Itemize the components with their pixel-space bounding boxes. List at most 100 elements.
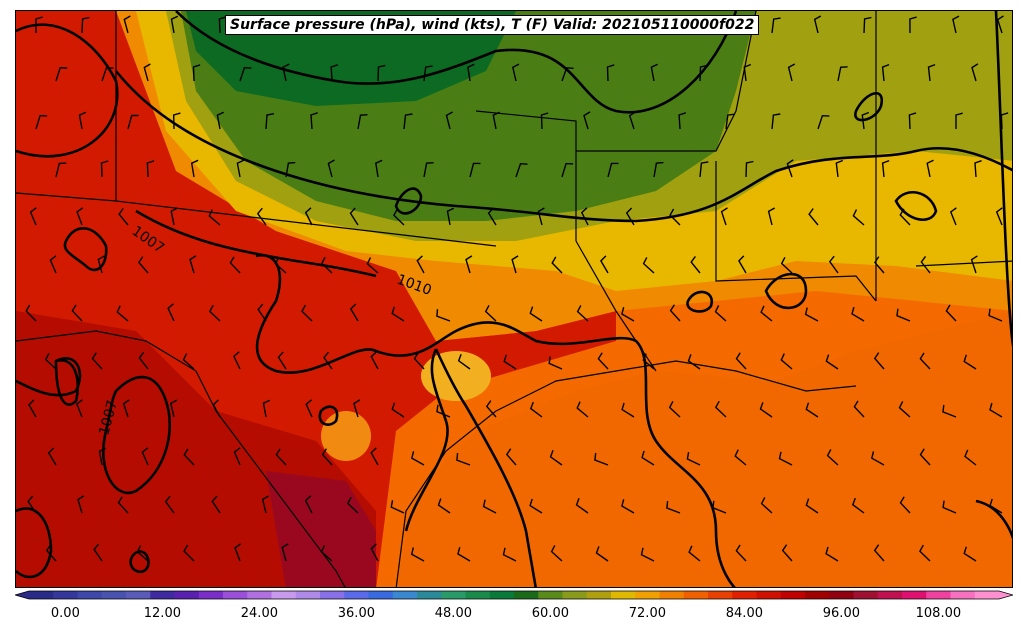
wind-barb — [304, 495, 313, 514]
wind-barb — [771, 113, 781, 130]
wind-barb — [265, 113, 275, 130]
wind-barb — [93, 543, 103, 562]
wind-barb — [595, 546, 609, 562]
wind-barb — [861, 111, 870, 130]
wind-barb — [881, 63, 890, 82]
temperature-colorbar — [15, 590, 1013, 600]
wind-barb — [735, 544, 747, 562]
wind-barb — [942, 500, 957, 514]
wind-barb — [561, 67, 574, 82]
wind-barb — [413, 352, 425, 370]
wind-barb — [391, 402, 405, 418]
temperature-field-hottest — [266, 471, 376, 587]
wind-barb — [138, 351, 149, 370]
wind-barb — [669, 208, 681, 226]
wind-barb — [118, 208, 129, 226]
wind-barb — [908, 112, 917, 130]
wind-barb — [898, 401, 911, 418]
wind-barb — [899, 496, 911, 514]
wind-barb — [484, 304, 497, 322]
wind-barb — [437, 498, 451, 514]
wind-barb — [183, 448, 195, 466]
wind-barb — [97, 255, 105, 274]
wind-barb — [71, 304, 83, 322]
wind-barb — [320, 545, 333, 562]
wind-barb — [989, 498, 1003, 514]
wind-barb — [942, 404, 957, 418]
wind-barb — [786, 159, 794, 178]
wind-barb — [714, 400, 727, 418]
wind-barb — [511, 255, 519, 274]
wind-barb — [1000, 112, 1009, 130]
colorbar-segment — [659, 591, 685, 599]
wind-barb — [808, 208, 819, 226]
colorbar-segment — [150, 591, 175, 599]
wind-barb — [446, 207, 455, 226]
colorbar-segment — [902, 591, 927, 599]
wind-barb — [714, 305, 727, 322]
wind-barb — [320, 256, 333, 274]
colorbar-segment — [344, 591, 369, 599]
wind-barb — [909, 16, 917, 34]
wind-barb — [529, 498, 543, 514]
wind-barb — [146, 160, 155, 178]
colorbar-segment — [174, 591, 200, 599]
wind-barb — [492, 111, 500, 130]
wind-barb — [919, 448, 931, 466]
wind-barb — [787, 63, 796, 82]
wind-barb — [688, 545, 701, 562]
wind-barb — [583, 111, 591, 130]
wind-barb — [640, 547, 655, 562]
wind-barb — [771, 17, 781, 34]
wind-barb — [261, 495, 270, 514]
wind-barb — [927, 63, 936, 82]
wind-barb — [55, 162, 67, 178]
wind-barb — [621, 307, 635, 322]
wind-barb — [549, 450, 563, 466]
wind-barb — [256, 207, 267, 226]
wind-barb — [393, 208, 405, 226]
wind-barb — [734, 449, 747, 466]
wind-barbs — [25, 15, 1009, 562]
wind-barb — [465, 255, 473, 274]
wind-barb — [257, 303, 267, 322]
wind-barb — [282, 63, 290, 82]
wind-barb — [390, 500, 405, 514]
wind-barb — [561, 162, 574, 178]
colorbar-segment — [29, 591, 54, 599]
wind-barb — [212, 399, 221, 418]
colorbar-tick-label: 48.00 — [434, 606, 472, 621]
wind-barb — [190, 159, 199, 178]
wind-barb — [919, 544, 931, 562]
wind-barb — [98, 447, 107, 466]
wind-barb — [995, 207, 1003, 226]
wind-barb — [239, 66, 252, 82]
wind-barb — [712, 500, 727, 514]
wind-barb — [47, 447, 57, 466]
wind-barb — [233, 447, 241, 466]
map-panel: 1007 1010 1007 — [15, 10, 1013, 588]
wind-barb — [285, 161, 296, 178]
colorbar-segment — [247, 591, 272, 599]
wind-barb — [870, 451, 885, 466]
map-title: Surface pressure (hPa), wind (kts), T (F… — [225, 15, 760, 35]
wind-barb — [183, 544, 195, 562]
wind-barb — [208, 209, 221, 226]
wind-barb — [825, 546, 839, 562]
wind-barb — [436, 309, 451, 322]
colorbar-tick-label: 60.00 — [531, 606, 569, 621]
wind-barb — [641, 450, 655, 466]
wind-barb — [81, 16, 90, 34]
wind-barb — [804, 307, 819, 322]
wind-barb — [27, 495, 37, 514]
wind-barb — [467, 63, 475, 82]
colorbar-segment — [465, 591, 491, 599]
colorbar-segment — [417, 591, 442, 599]
wind-barb — [575, 498, 589, 514]
warm-patch — [421, 351, 491, 401]
wind-barb — [262, 399, 271, 418]
wind-barb — [628, 111, 636, 130]
wind-barb — [281, 543, 289, 562]
wind-barb — [375, 159, 383, 178]
wind-barb — [828, 255, 839, 274]
